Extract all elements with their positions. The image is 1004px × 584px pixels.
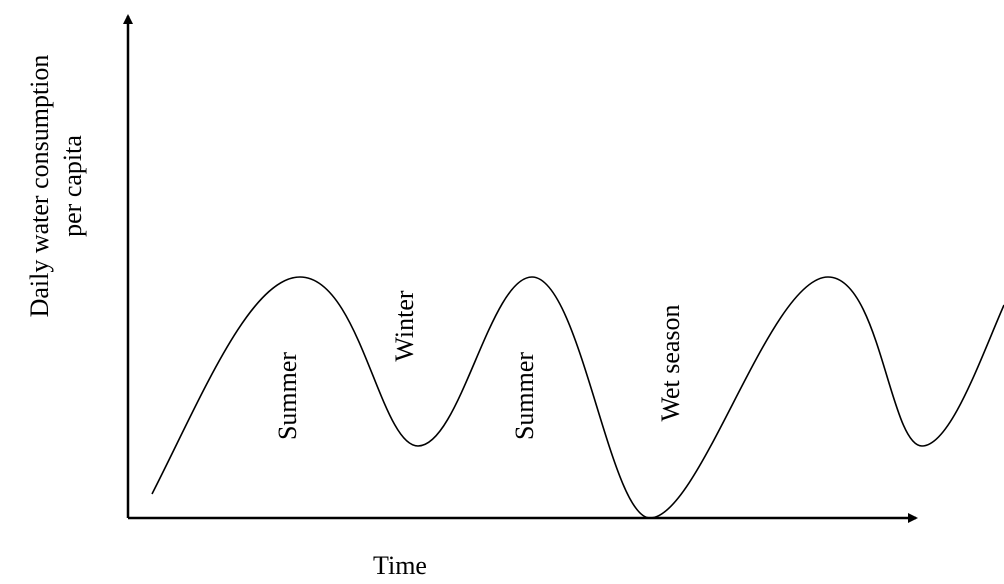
season-label: Summer bbox=[273, 352, 302, 440]
season-label: Winter bbox=[390, 290, 419, 361]
consumption-curve bbox=[151, 276, 1004, 519]
y-axis-label: per capita bbox=[58, 135, 87, 237]
y-axis-label: Daily water consumption bbox=[25, 55, 54, 318]
season-label: Summer bbox=[510, 352, 539, 440]
x-axis-label: Time bbox=[373, 551, 427, 580]
season-label: Wet season bbox=[656, 304, 685, 421]
